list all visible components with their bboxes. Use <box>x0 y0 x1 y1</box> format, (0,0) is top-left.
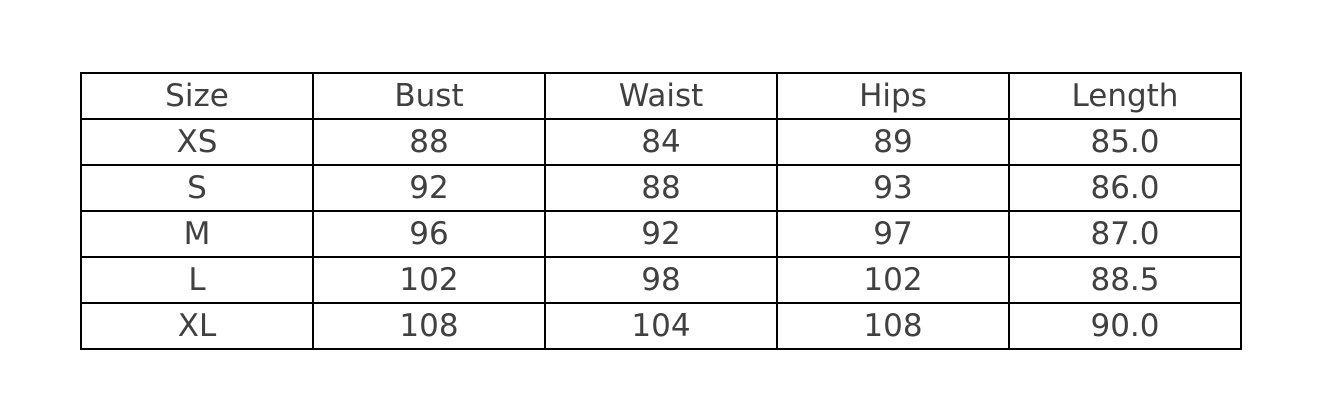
table-cell: 89 <box>776 118 1010 166</box>
table-cell: XS <box>80 118 314 166</box>
table-cell: 102 <box>776 256 1010 304</box>
table-cell: XL <box>80 302 314 350</box>
table-cell: 84 <box>544 118 778 166</box>
table-cell: 97 <box>776 210 1010 258</box>
table-cell: 96 <box>312 210 546 258</box>
table-cell: 87.0 <box>1008 210 1242 258</box>
table-row: M 96 92 97 87.0 <box>80 210 1242 258</box>
table-row: XS 88 84 89 85.0 <box>80 118 1242 166</box>
header-cell: Size <box>80 72 314 120</box>
table-cell: L <box>80 256 314 304</box>
table-cell: 98 <box>544 256 778 304</box>
table-cell: 104 <box>544 302 778 350</box>
table-cell: 102 <box>312 256 546 304</box>
table-cell: 93 <box>776 164 1010 212</box>
header-cell: Hips <box>776 72 1010 120</box>
table-cell: 85.0 <box>1008 118 1242 166</box>
table-row: XL 108 104 108 90.0 <box>80 302 1242 350</box>
table-cell: 108 <box>776 302 1010 350</box>
table-cell: M <box>80 210 314 258</box>
header-cell: Bust <box>312 72 546 120</box>
table-cell: 86.0 <box>1008 164 1242 212</box>
header-cell: Waist <box>544 72 778 120</box>
table-cell: 88 <box>312 118 546 166</box>
table-cell: 88.5 <box>1008 256 1242 304</box>
table-cell: 88 <box>544 164 778 212</box>
table-cell: 90.0 <box>1008 302 1242 350</box>
table-cell: 108 <box>312 302 546 350</box>
header-row: Size Bust Waist Hips Length <box>80 72 1242 120</box>
table-row: S 92 88 93 86.0 <box>80 164 1242 212</box>
size-chart-table: Size Bust Waist Hips Length XS 88 84 89 85.0 S 92 88… <box>80 72 1242 350</box>
table-cell: 92 <box>544 210 778 258</box>
table-cell: 92 <box>312 164 546 212</box>
table-row: L 102 98 102 88.5 <box>80 256 1242 304</box>
table-cell: S <box>80 164 314 212</box>
header-cell: Length <box>1008 72 1242 120</box>
